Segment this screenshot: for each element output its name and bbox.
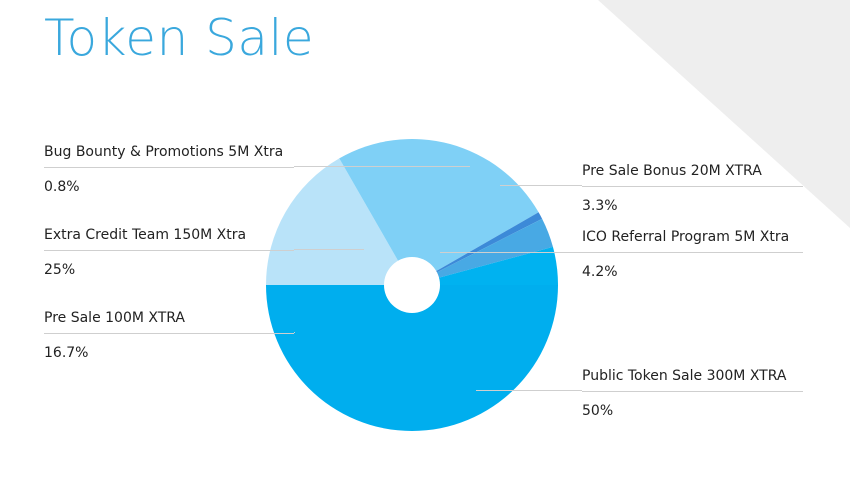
legend-label: Extra Credit Team 150M Xtra [44,227,247,243]
leader-line-extra-credit-team [294,249,364,250]
legend-divider [44,333,294,334]
corner-decoration-shape [598,0,850,228]
legend-percent: 0.8% [44,179,80,195]
legend-divider [44,167,294,168]
legend-percent: 4.2% [582,264,618,280]
leader-line-pre-sale-bonus [500,185,582,186]
legend-label: Pre Sale Bonus 20M XTRA [582,163,762,179]
legend-divider [44,250,294,251]
pie-slice-1 [266,158,412,285]
legend-label: Bug Bounty & Promotions 5M Xtra [44,144,284,160]
leader-line-bug-bounty [294,166,470,167]
legend-item-extra-credit-team: Extra Credit Team 150M Xtra 25% [44,226,294,279]
leader-line-public-token-sale [476,390,582,391]
pie-center-hole [384,257,440,313]
pie-slice-5 [412,246,558,285]
legend-label: Public Token Sale 300M XTRA [582,368,787,384]
legend-percent: 16.7% [44,345,89,361]
legend-percent: 3.3% [582,198,618,214]
legend-label: ICO Referral Program 5M Xtra [582,229,790,245]
leader-line-ico-referral [440,252,582,253]
legend-item-public-token-sale: Public Token Sale 300M XTRA 50% [582,367,803,420]
legend-item-bug-bounty: Bug Bounty & Promotions 5M Xtra 0.8% [44,143,294,196]
pie-slice-0 [266,285,558,431]
legend-divider [582,391,803,392]
pie-slice-2 [339,138,539,285]
page-title: Token Sale [44,9,315,67]
legend-divider [582,252,803,253]
legend-item-ico-referral: ICO Referral Program 5M Xtra 4.2% [582,228,803,281]
legend-percent: 50% [582,403,614,419]
legend-percent: 25% [44,262,76,278]
leader-line-pre-sale [294,332,295,333]
legend-label: Pre Sale 100M XTRA [44,310,186,326]
pie-slice-3 [412,212,543,285]
legend-divider [582,186,803,187]
legend-item-pre-sale-bonus: Pre Sale Bonus 20M XTRA 3.3% [582,162,803,215]
legend-item-pre-sale: Pre Sale 100M XTRA 16.7% [44,309,294,362]
pie-slice-4 [412,218,553,285]
